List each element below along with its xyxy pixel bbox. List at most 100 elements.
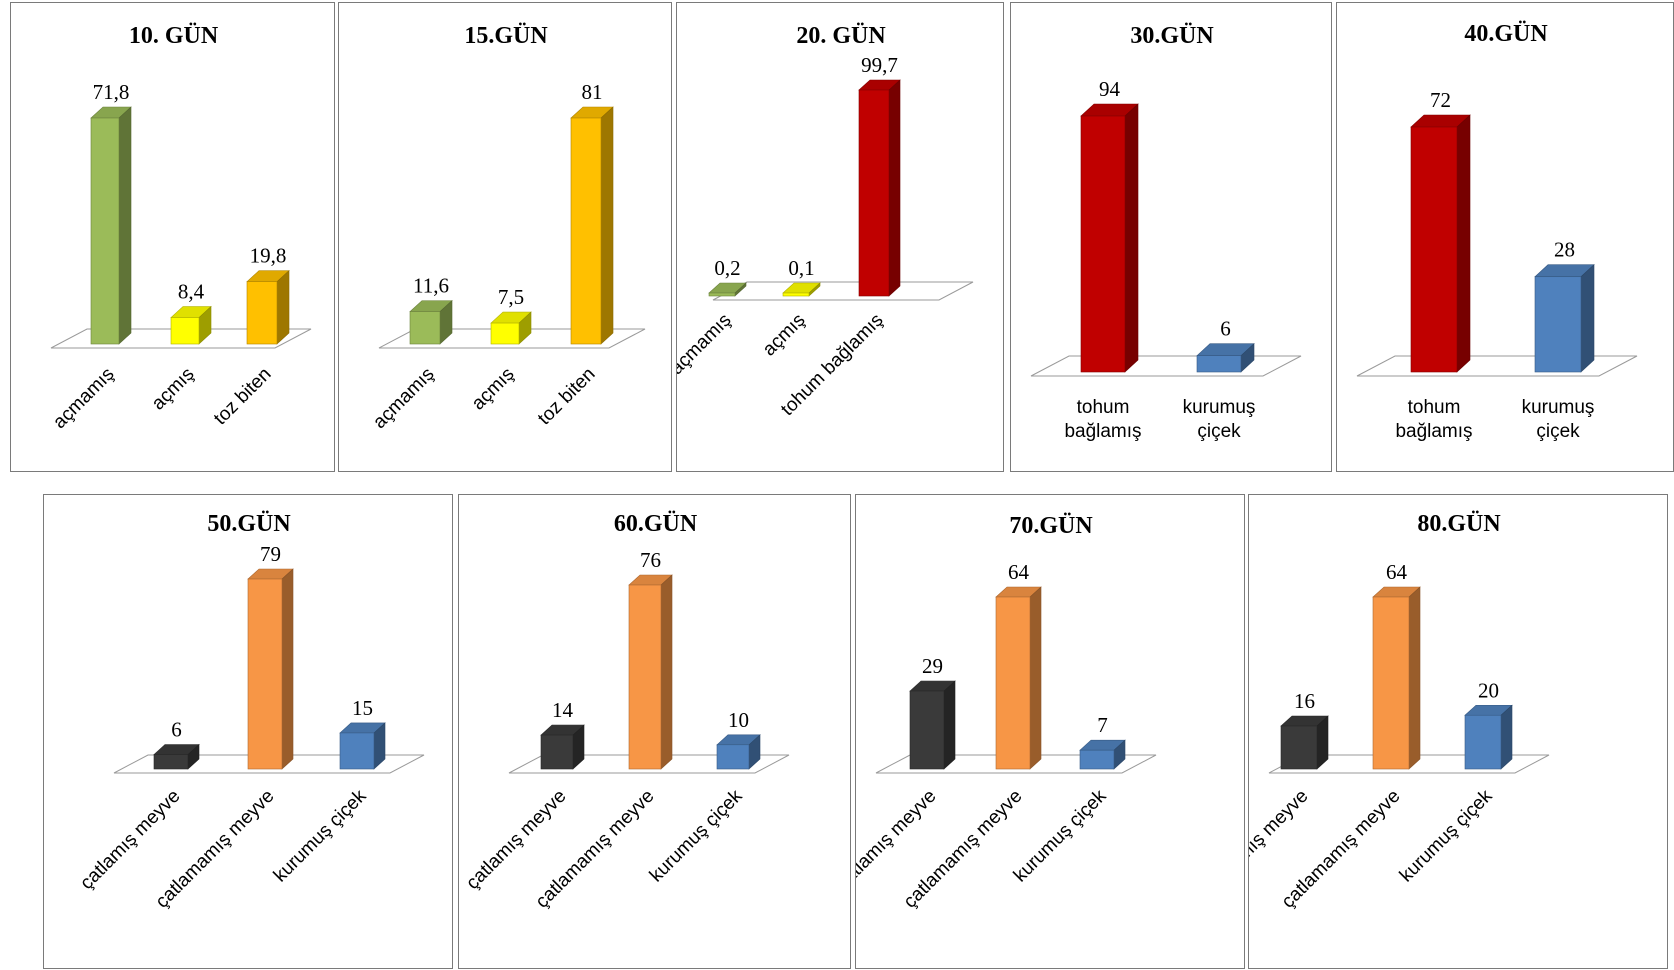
category-label: açmamış (49, 364, 118, 433)
category-label: tohum (1408, 397, 1461, 418)
chart-title: 20. GÜN (796, 23, 886, 49)
chart-panel-80-gun: 80.GÜN 16 çatlamış meyve 64 çatlamamış meyve… (1248, 494, 1668, 969)
value-label: 11,6 (413, 274, 449, 298)
category-label: kurumuş çiçek (646, 785, 747, 886)
chart-svg: 40.GÜN 72 tohum bağlamış 28 kurumuş çiçek (1356, 21, 1638, 442)
value-label: 0,1 (788, 256, 814, 280)
value-label: 7 (1097, 713, 1108, 737)
bar-tohum-baglamis (1410, 114, 1471, 373)
chart-title: 80.GÜN (1417, 511, 1501, 537)
bar-kurumus-cicek (1534, 264, 1595, 373)
category-label: çiçek (1197, 421, 1241, 442)
value-label: 10 (728, 708, 749, 732)
value-label: 16 (1294, 689, 1315, 713)
bar-acmis (170, 305, 212, 345)
chart-panel-70-gun: 70.GÜN 29 çatlamış meyve 64 çatlamamış meyve… (855, 494, 1245, 969)
value-label: 81 (582, 80, 603, 104)
bar-kurumus-cicek (1464, 704, 1513, 770)
value-label: 64 (1008, 560, 1030, 584)
chart-title: 70.GÜN (1009, 513, 1093, 539)
chart-title: 50.GÜN (207, 511, 291, 537)
bar-toz-biten (570, 106, 614, 345)
bar-catlamamis-meyve (628, 574, 673, 770)
bar-acmamis (708, 282, 747, 297)
bar-tohum-baglamis (1080, 103, 1139, 373)
bar-kurumus-cicek (339, 722, 386, 770)
value-label: 6 (1220, 317, 1231, 341)
category-label: kurumuş (1522, 397, 1595, 418)
bar-acmamis (90, 106, 132, 345)
bar-toz-biten (246, 269, 290, 345)
category-label: açmış (468, 364, 519, 415)
bar-kurumus-cicek (1196, 342, 1255, 373)
value-label: 15 (352, 696, 373, 720)
bar-catlamis-meyve (1280, 715, 1329, 770)
chart-floor (1356, 355, 1638, 377)
chart-panel-20-gun: 20. GÜN 0,2 açmamış 0,1 açmış 99,7 tohum bağla… (676, 2, 1004, 472)
value-label: 28 (1554, 238, 1575, 262)
chart-title: 15.GÜN (464, 23, 548, 49)
bar-catlamis-meyve (153, 743, 200, 770)
category-label: bağlamış (1395, 421, 1472, 442)
bar-catlamis-meyve (540, 724, 585, 770)
value-label: 99,7 (861, 53, 898, 77)
value-label: 71,8 (93, 80, 130, 104)
value-label: 20 (1478, 678, 1499, 702)
value-label: 14 (552, 698, 574, 722)
value-label: 0,2 (714, 256, 740, 280)
value-label: 64 (1386, 560, 1408, 584)
value-label: 7,5 (498, 285, 524, 309)
chart-panel-50-gun: 50.GÜN 6 çatlamış meyve 79 çatlamamış meyve 1… (43, 494, 453, 969)
chart-svg: 10. GÜN 71,8 açmamış 8,4 açmış 19,8 toz biten (49, 23, 312, 433)
chart-svg: 30.GÜN 94 tohum bağlamış 6 kurumuş çiçek (1030, 23, 1302, 442)
bar-catlamamis-meyve (1372, 586, 1421, 770)
bar-acmamis (409, 299, 453, 345)
bar-catlamis-meyve (909, 680, 956, 770)
chart-floor (1030, 355, 1302, 377)
chart-floor (712, 281, 974, 301)
category-label: toz biten (534, 364, 600, 430)
chart-title: 40.GÜN (1464, 21, 1548, 47)
chart-title: 30.GÜN (1130, 23, 1214, 49)
value-label: 76 (640, 548, 661, 572)
chart-panel-30-gun: 30.GÜN 94 tohum bağlamış 6 kurumuş çiçek (1010, 2, 1332, 472)
bar-acmis (490, 311, 532, 345)
category-label: kurumuş çiçek (1396, 785, 1497, 886)
bar-kurumus-cicek (716, 734, 761, 770)
value-label: 72 (1430, 88, 1451, 112)
category-label: çatlamış meyve (76, 786, 184, 894)
category-label: kurumuş (1183, 397, 1256, 418)
category-label: bağlamış (1064, 421, 1141, 442)
category-label: açmış (759, 310, 810, 361)
value-label: 19,8 (250, 244, 287, 268)
value-label: 94 (1099, 77, 1121, 101)
value-label: 6 (171, 718, 182, 742)
category-label: çiçek (1536, 421, 1580, 442)
value-label: 79 (260, 542, 281, 566)
category-label: kurumuş çiçek (270, 785, 371, 886)
category-label: açmamış (677, 310, 736, 379)
chart-panel-15-gun: 15.GÜN 11,6 açmamış 7,5 açmış 81 toz biten (338, 2, 672, 472)
category-label: toz biten (210, 364, 276, 430)
bar-kurumus-cicek (1079, 739, 1126, 770)
bar-acmis (782, 282, 821, 297)
value-label: 29 (922, 654, 943, 678)
bar-catlamamis-meyve (995, 586, 1042, 770)
bar-tohum-baglamis (858, 79, 901, 297)
chart-svg: 15.GÜN 11,6 açmamış 7,5 açmış 81 toz biten (369, 23, 646, 433)
chart-panel-10-gun: 10. GÜN 71,8 açmamış 8,4 açmış 19,8 toz biten (10, 2, 335, 472)
value-label: 8,4 (178, 280, 205, 304)
category-label: açmamış (369, 364, 438, 433)
chart-panel-40-gun: 40.GÜN 72 tohum bağlamış 28 kurumuş çiçek (1336, 2, 1674, 472)
category-label: açmış (148, 364, 199, 415)
chart-panel-60-gun: 60.GÜN 14 çatlamış meyve 76 çatlamamış meyve… (458, 494, 851, 969)
category-label: tohum (1077, 397, 1130, 418)
bar-catlamamis-meyve (247, 568, 294, 770)
chart-title: 10. GÜN (129, 23, 219, 49)
chart-title: 60.GÜN (614, 511, 698, 537)
